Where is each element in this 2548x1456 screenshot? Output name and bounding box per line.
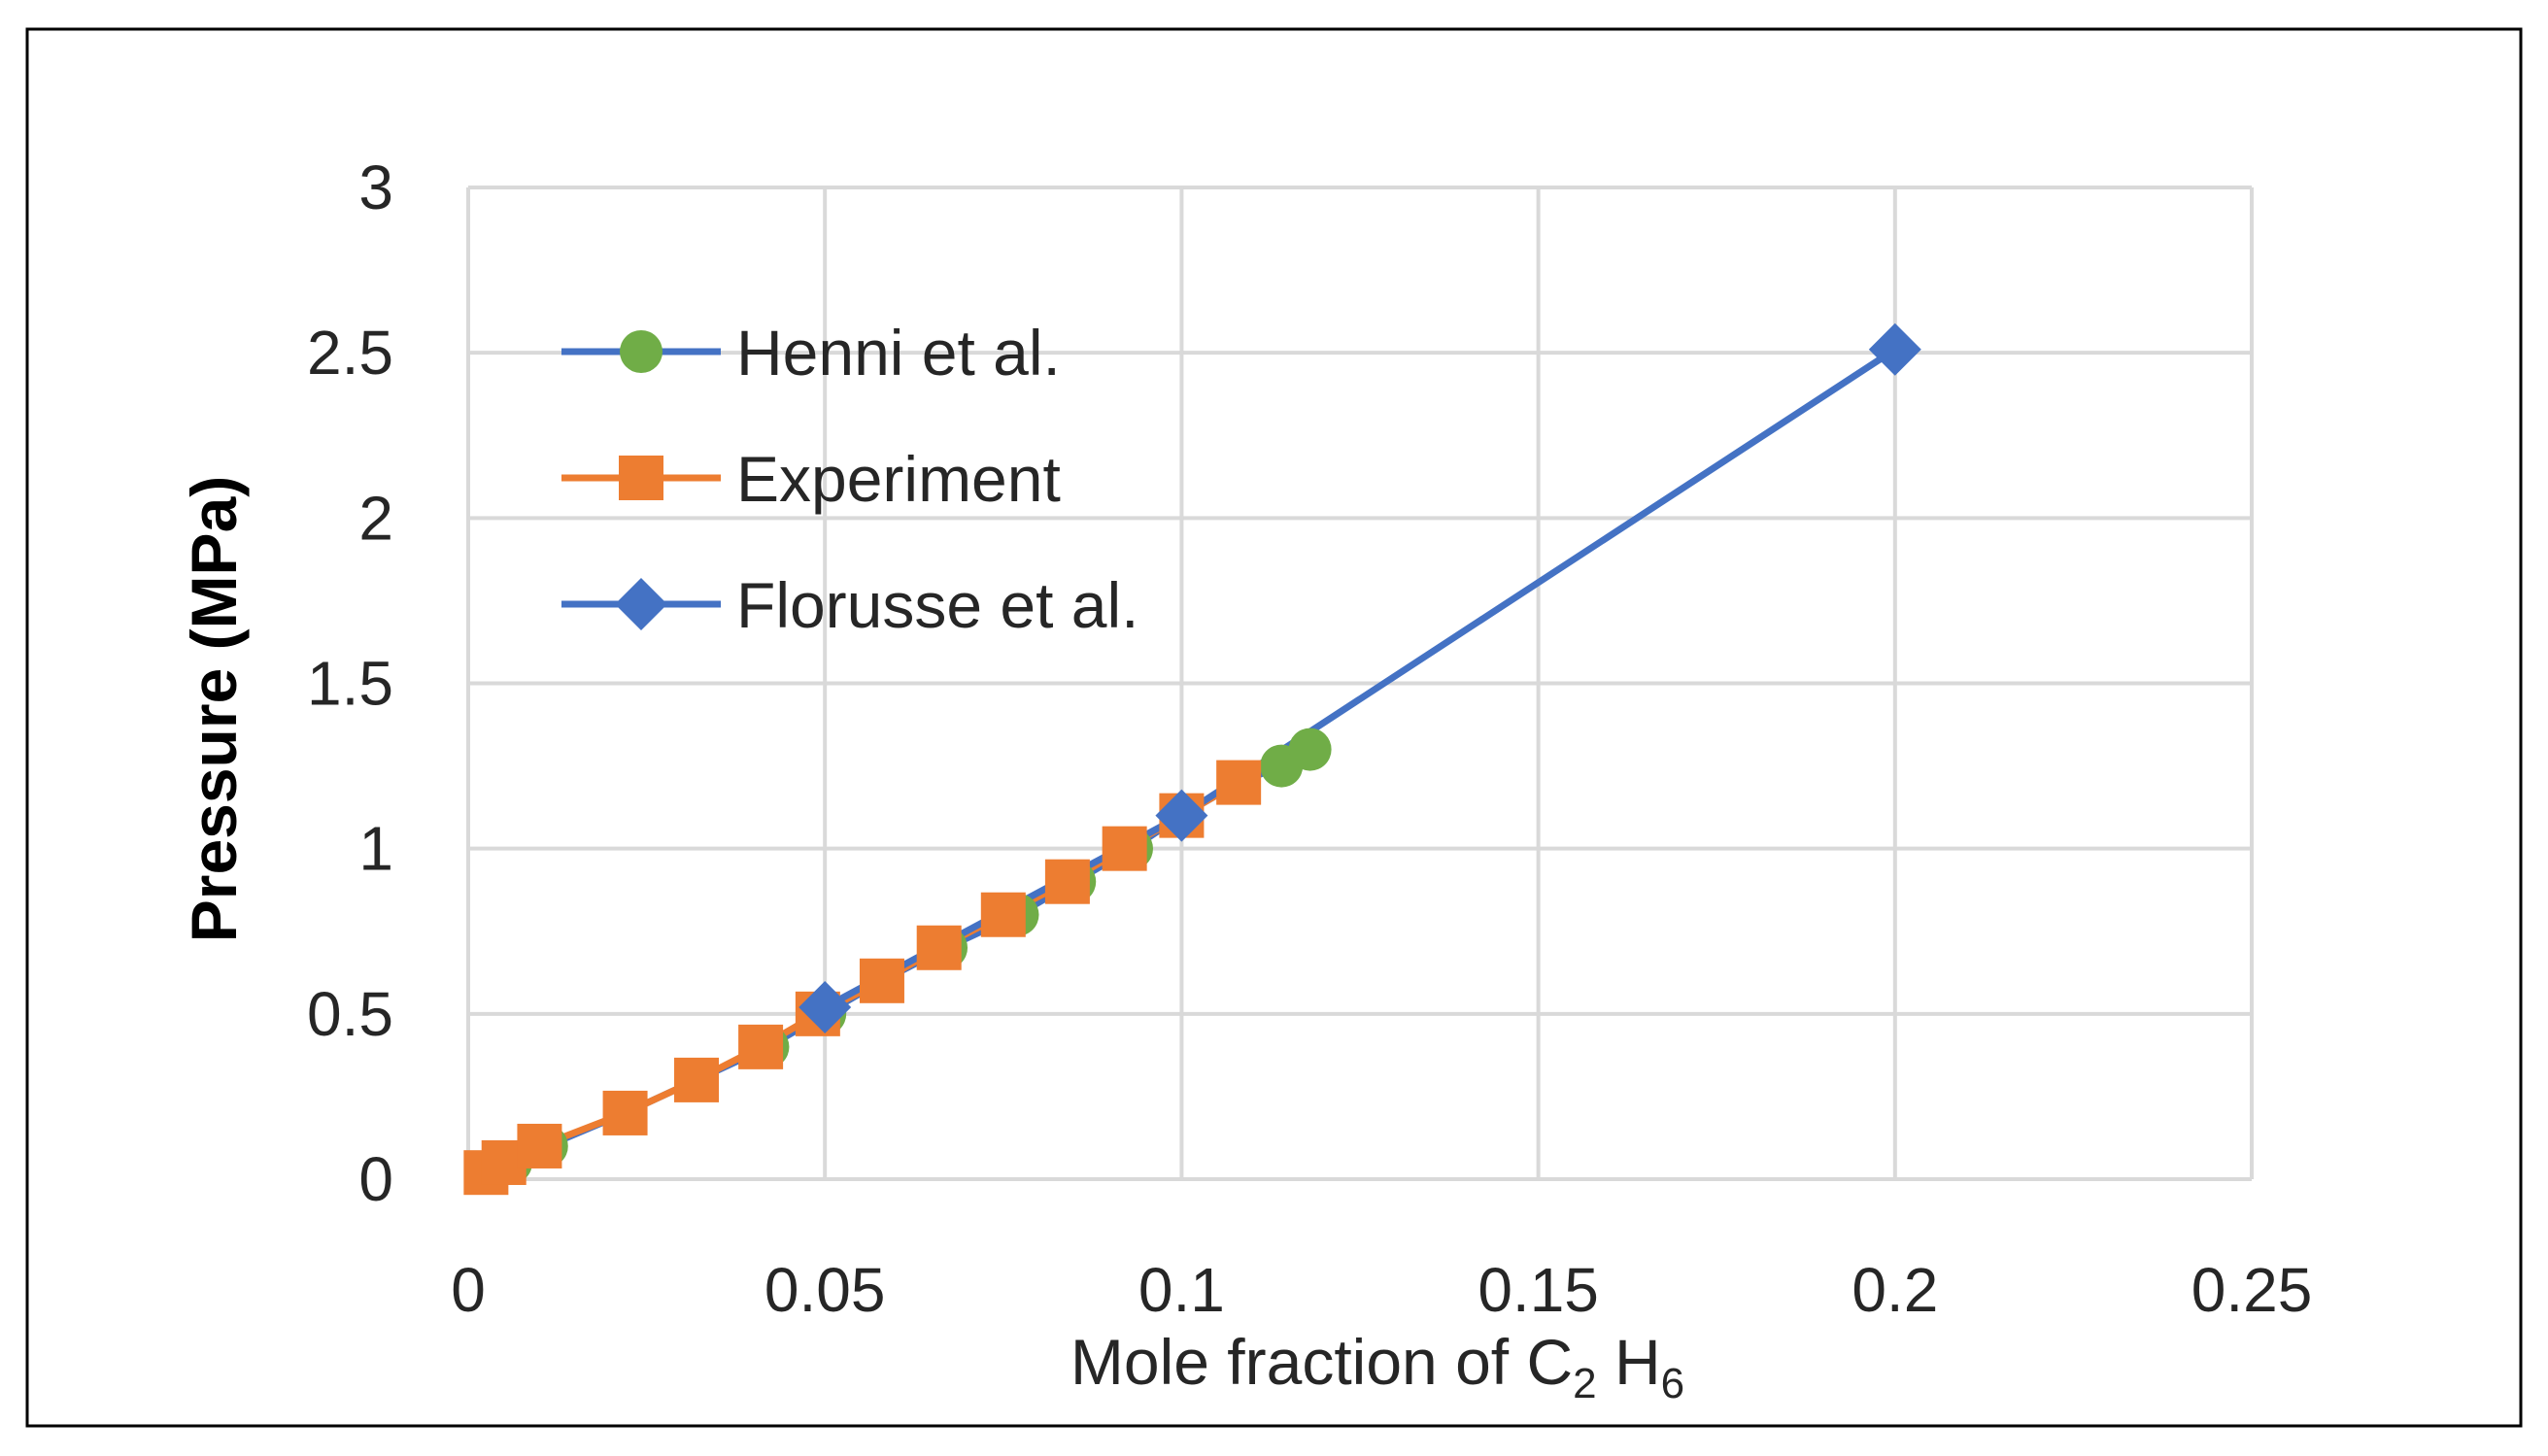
y-axis-title: Pressure (MPa)	[178, 476, 250, 943]
legend-marker-circle	[620, 330, 662, 373]
data-point-square	[674, 1057, 720, 1102]
x-axis-title-sub-1: 2	[1573, 1360, 1596, 1407]
y-tick-label: 0	[358, 1144, 393, 1214]
legend-marker-square	[619, 456, 663, 500]
legend: Henni et al. Experiment Florusse et al.	[561, 317, 1139, 641]
x-tick-label: 0.1	[1138, 1255, 1225, 1325]
series-markers	[463, 322, 1921, 1196]
y-tick-label: 1.5	[307, 649, 393, 719]
chart-frame	[25, 27, 2523, 1428]
y-tick-labels: 0 0.5 1 1.5 2 2.5 3	[307, 152, 393, 1214]
data-point-square	[1044, 859, 1090, 904]
x-tick-label: 0.15	[1478, 1255, 1599, 1325]
data-point-diamond	[1868, 322, 1921, 376]
legend-label: Florusse et al.	[736, 569, 1139, 641]
x-axis-title-mid: H	[1597, 1326, 1661, 1398]
data-point-circle	[1288, 728, 1332, 771]
data-point-square	[517, 1123, 562, 1168]
data-point-square	[602, 1090, 648, 1135]
legend-label: Experiment	[736, 443, 1061, 515]
data-point-diamond	[798, 981, 852, 1034]
y-tick-label: 2	[358, 483, 393, 553]
data-point-square	[738, 1024, 784, 1069]
y-tick-label: 1	[358, 814, 393, 884]
data-point-square	[1102, 826, 1147, 871]
data-point-square	[859, 958, 904, 1003]
y-tick-label: 3	[358, 152, 393, 222]
data-point-diamond	[1155, 789, 1208, 842]
y-tick-label: 0.5	[307, 979, 393, 1049]
x-tick-labels: 0 0.05 0.1 0.15 0.2 0.25	[451, 1255, 2312, 1325]
legend-marker-diamond	[615, 578, 667, 630]
data-point-square	[916, 925, 962, 970]
x-tick-label: 0.05	[764, 1255, 886, 1325]
x-tick-label: 0.25	[2191, 1255, 2313, 1325]
x-tick-label: 0.2	[1852, 1255, 1938, 1325]
x-axis-title: Mole fraction of C2 H6	[1070, 1326, 1684, 1407]
x-axis-title-main: Mole fraction of C	[1070, 1326, 1573, 1398]
data-point-square	[980, 892, 1026, 937]
y-tick-label: 2.5	[307, 318, 393, 388]
data-point-square	[1216, 760, 1262, 805]
legend-label: Henni et al.	[736, 317, 1061, 389]
gridlines	[466, 186, 2254, 1181]
x-axis-title-sub-2: 6	[1661, 1360, 1684, 1407]
x-tick-label: 0	[451, 1255, 486, 1325]
